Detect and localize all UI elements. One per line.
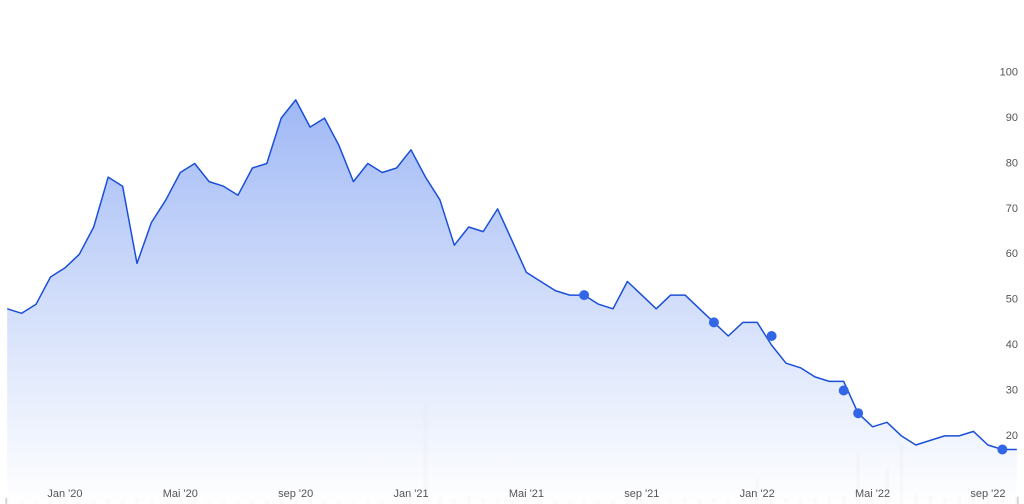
y-tick-label: 90 [1006,112,1018,124]
y-tick-label: 20 [1006,430,1018,442]
x-tick-label: Jan '20 [47,488,82,500]
x-tick-label: Jan '21 [393,488,428,500]
event-dot [997,444,1008,455]
y-tick-label: 60 [1006,248,1018,260]
event-dot [838,385,849,396]
event-dot [853,408,864,419]
x-tick-label: Mai '22 [855,488,890,500]
y-tick-label: 30 [1006,384,1018,396]
x-tick-label: sep '20 [278,488,313,500]
y-tick-label: 70 [1006,203,1018,215]
x-tick-label: Mai '21 [509,488,544,500]
y-tick-label: 50 [1006,294,1018,306]
price-line [6,99,1017,451]
price-area [7,99,1017,504]
x-tick-label: sep '22 [970,488,1005,500]
event-dot [579,290,590,301]
event-dot [766,331,777,341]
x-tick-label: Jan '22 [740,488,775,500]
x-tick-label: Mai '20 [163,488,198,500]
x-tick-label: sep '21 [624,488,659,500]
y-tick-label: 80 [1006,157,1018,169]
y-tick-label: 100 [1000,67,1018,79]
y-tick-label: 40 [1006,339,1018,351]
event-dot [708,317,719,328]
